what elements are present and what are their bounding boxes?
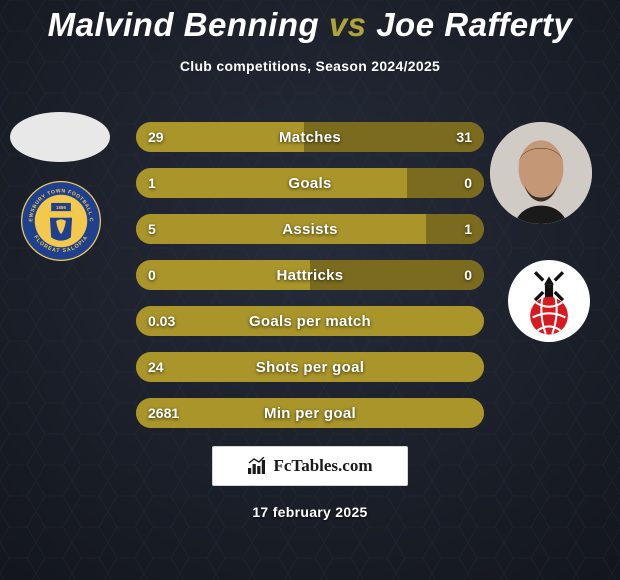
bar-chart-icon	[247, 457, 267, 475]
stat-label: Goals	[136, 168, 484, 198]
stat-label: Matches	[136, 122, 484, 152]
subtitle: Club competitions, Season 2024/2025	[0, 58, 620, 74]
svg-text:1886: 1886	[56, 205, 67, 210]
stat-bars: 2931Matches 10Goals 51Assists 00Hattricks 0.…	[136, 122, 484, 444]
avatar-player1	[10, 112, 110, 162]
stat-row: 2681Min per goal	[136, 398, 484, 428]
title-player1: Malvind Benning	[48, 6, 320, 43]
page-title: Malvind Benning vs Joe Rafferty	[0, 0, 620, 44]
stat-row: 10Goals	[136, 168, 484, 198]
source-badge: FcTables.com	[212, 446, 408, 486]
stat-label: Hattricks	[136, 260, 484, 290]
stat-row: 51Assists	[136, 214, 484, 244]
club-badge-player1: SHREWSBURY TOWN FOOTBALL CLUB FLOREAT SA…	[20, 180, 102, 262]
stat-row: 2931Matches	[136, 122, 484, 152]
stat-row: 0.03Goals per match	[136, 306, 484, 336]
date-text: 17 february 2025	[0, 504, 620, 520]
title-player2: Joe Rafferty	[376, 6, 572, 43]
source-badge-text: FcTables.com	[273, 456, 372, 476]
title-vs: vs	[329, 6, 367, 43]
stat-label: Min per goal	[136, 398, 484, 428]
stat-label: Assists	[136, 214, 484, 244]
stat-label: Shots per goal	[136, 352, 484, 382]
stat-row: 24Shots per goal	[136, 352, 484, 382]
club-badge-player2	[508, 260, 590, 342]
avatar-player2	[490, 122, 592, 224]
stat-row: 00Hattricks	[136, 260, 484, 290]
stat-label: Goals per match	[136, 306, 484, 336]
